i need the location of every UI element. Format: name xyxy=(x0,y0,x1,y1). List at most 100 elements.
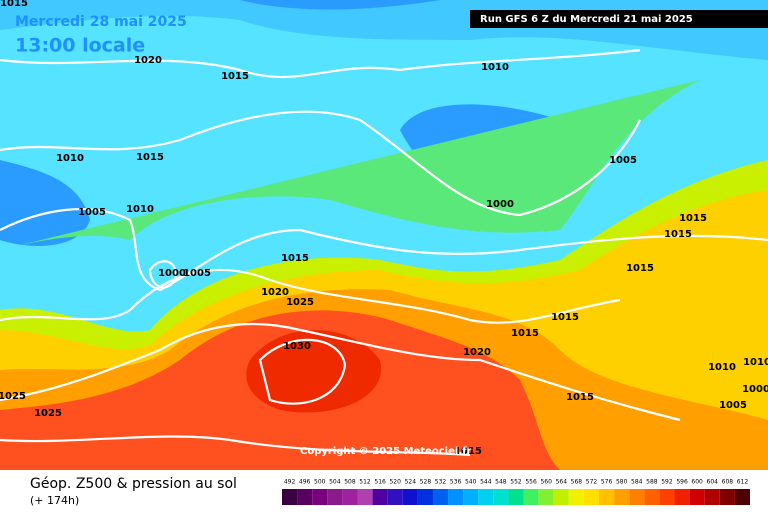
colorbar-label: 500 xyxy=(314,479,326,486)
colorbar-swatch xyxy=(614,489,630,505)
isobar-label: 1025 xyxy=(34,408,62,419)
isobar-label: 1000 xyxy=(158,268,186,279)
isobar-label: 1015 xyxy=(551,312,579,323)
isobar-label: 1010 xyxy=(708,362,736,373)
colorbar-label: 552 xyxy=(510,479,522,486)
colorbar-swatch xyxy=(478,489,494,505)
isobar-label: 1025 xyxy=(286,297,314,308)
colorbar-swatch xyxy=(659,489,675,505)
colorbar-label: 588 xyxy=(646,479,658,486)
colorbar-label: 512 xyxy=(359,479,371,486)
colorbar-swatch xyxy=(644,489,660,505)
colorbar-swatch xyxy=(372,489,388,505)
colorbar-label: 504 xyxy=(329,479,341,486)
colorbar-swatch xyxy=(523,489,539,505)
footer-lead: (+ 174h) xyxy=(30,494,79,507)
valid-date: Mercredi 28 mai 2025 xyxy=(15,14,187,30)
colorbar-label: 600 xyxy=(691,479,703,486)
colorbar-label: 576 xyxy=(601,479,613,486)
isobar xyxy=(0,208,768,292)
isobar-label: 1020 xyxy=(134,55,162,66)
colorbar-label: 544 xyxy=(480,479,492,486)
isobar-label: 1030 xyxy=(283,341,311,352)
isobar-label: 1005 xyxy=(609,155,637,166)
colorbar-swatch xyxy=(448,489,464,505)
colorbar-swatch xyxy=(493,489,509,505)
footer-title: Géop. Z500 & pression au sol xyxy=(30,476,237,492)
colorbar-swatch xyxy=(583,489,600,505)
colorbar-label: 516 xyxy=(374,479,386,486)
run-box xyxy=(470,10,768,28)
colorbar-swatch xyxy=(689,489,705,505)
low-west xyxy=(0,160,90,246)
colorbar-label: 580 xyxy=(616,479,628,486)
colorbar-swatch xyxy=(432,489,449,505)
high-core xyxy=(246,330,382,413)
isobar-label: 1015 xyxy=(679,213,707,224)
colorbar-label: 572 xyxy=(586,479,598,486)
isobar-label: 1020 xyxy=(261,287,289,298)
colorbar-swatch xyxy=(342,489,358,505)
colorbar-label: 556 xyxy=(525,479,537,486)
colorbar-label: 608 xyxy=(722,479,734,486)
isobar xyxy=(258,338,347,405)
colorbar-label: 540 xyxy=(465,479,477,486)
colorbar-swatch xyxy=(357,489,373,505)
colorbar-swatch xyxy=(508,489,524,505)
isobar-label: 1010 xyxy=(56,153,84,164)
run-info: Run GFS 6 Z du Mercredi 21 mai 2025 xyxy=(480,14,693,25)
isobar xyxy=(0,48,641,79)
isobar-label: 1020 xyxy=(463,347,491,358)
colorbar-label: 604 xyxy=(707,479,719,486)
isobar-label: 1015 xyxy=(221,71,249,82)
isobars xyxy=(0,48,768,457)
colorbar-swatch xyxy=(674,489,690,505)
colorbar-swatch xyxy=(719,489,735,505)
copyright: Copyright © 2025 Meteociel.fr xyxy=(300,446,471,457)
colorbar-label: 524 xyxy=(405,479,417,486)
isobar-labels: 1015 1020 1015 1010 1010 1015 1005 1005 1010 1000… xyxy=(0,0,768,457)
colorbar-swatch xyxy=(599,489,615,505)
colorbar-swatch xyxy=(704,489,720,505)
colorbar-swatch xyxy=(553,489,569,505)
isobar xyxy=(0,322,681,422)
field-green xyxy=(0,80,700,250)
colorbar-swatch xyxy=(463,489,479,505)
colorbar-swatch xyxy=(282,489,298,505)
isobar-label: 1000 xyxy=(742,384,768,395)
colorbar-label: 584 xyxy=(631,479,643,486)
colorbar-swatch xyxy=(327,489,343,505)
valid-time: 13:00 locale xyxy=(15,35,145,57)
isobar-label: 1015 xyxy=(626,263,654,274)
isobar xyxy=(0,110,641,217)
isobar-label: 1005 xyxy=(78,207,106,218)
colorbar-label: 612 xyxy=(737,479,749,486)
isobar-label: 1010 xyxy=(481,62,509,73)
colorbar-label: 492 xyxy=(284,479,296,486)
isobar-label: 1010 xyxy=(743,357,768,368)
isobar-label: 1005 xyxy=(719,400,747,411)
isobar-label: 1015 xyxy=(281,253,309,264)
colorbar-swatch xyxy=(402,489,418,505)
colorbar-label: 520 xyxy=(389,479,401,486)
field-deep-blue xyxy=(0,0,440,10)
isobar-label: 1015 xyxy=(136,152,164,163)
colorbar-swatch xyxy=(538,489,554,505)
isobar xyxy=(148,260,177,289)
colorbar-label: 508 xyxy=(344,479,356,486)
isobar-label: 1025 xyxy=(0,391,26,402)
colorbar-swatch xyxy=(312,489,328,505)
isobar-label: 1015 xyxy=(566,392,594,403)
colorbar-label: 568 xyxy=(571,479,583,486)
colorbar-label: 532 xyxy=(435,479,447,486)
colorbar-swatch xyxy=(629,489,645,505)
isobar-label: 1015 xyxy=(511,328,539,339)
colorbar-label: 564 xyxy=(556,479,568,486)
isobar-label: 1015 xyxy=(0,0,28,9)
colorbar-label: 596 xyxy=(676,479,688,486)
colorbar-label: 548 xyxy=(495,479,507,486)
colorbar-swatch xyxy=(417,489,433,505)
isobar-label: 1005 xyxy=(183,268,211,279)
